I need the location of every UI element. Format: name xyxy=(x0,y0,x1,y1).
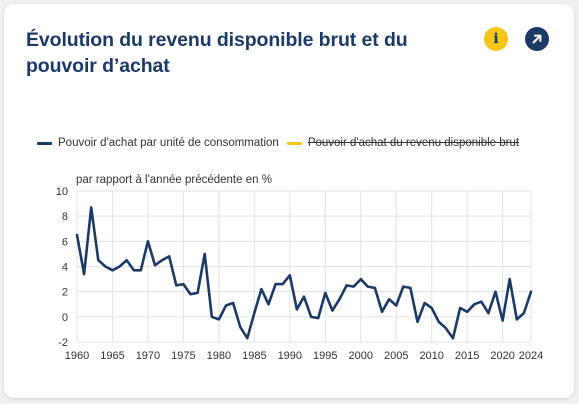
chart-title: Évolution du revenu disponible brut et d… xyxy=(26,29,408,77)
legend-swatch-series-1 xyxy=(37,141,52,145)
x-tick-label: 2024 xyxy=(519,350,543,362)
y-tick-label: 6 xyxy=(62,236,68,248)
y-tick-label: 4 xyxy=(62,262,68,274)
x-tick-label: 2000 xyxy=(349,350,373,362)
line-chart: -2 0 2 4 6 8 10 1960 1965 1970 1975 1980 1985 1990 199… xyxy=(56,186,543,362)
x-tick-label: 1970 xyxy=(136,350,160,362)
x-tick-label: 1990 xyxy=(278,350,302,362)
y-tick-label: 10 xyxy=(56,186,68,198)
x-tick-label: 2010 xyxy=(419,350,443,362)
chart-card: Évolution du revenu disponible brut et d… xyxy=(4,4,574,398)
x-tick-label: 2020 xyxy=(490,350,514,362)
y-tick-label: 2 xyxy=(62,287,68,299)
x-tick-label: 1985 xyxy=(242,350,266,362)
x-tick-label: 2005 xyxy=(384,350,408,362)
x-tick-label: 1980 xyxy=(207,350,231,362)
y-tick-label: 0 xyxy=(62,312,68,324)
y-tick-label: 8 xyxy=(62,211,68,223)
legend-label-series-2: Pouvoir d'achat du revenu disponible bru… xyxy=(307,137,520,149)
x-tick-label: 1995 xyxy=(313,350,337,362)
info-button[interactable]: i xyxy=(484,27,508,51)
expand-button[interactable] xyxy=(525,27,549,51)
chart-legend: Pouvoir d'achat par unité de consommatio… xyxy=(37,137,519,149)
legend-swatch-series-2 xyxy=(286,141,302,145)
legend-label-series-1: Pouvoir d'achat par unité de consommatio… xyxy=(58,137,279,149)
series-line-1 xyxy=(75,206,533,340)
x-tick-label: 1975 xyxy=(171,350,195,362)
x-tick-label: 1965 xyxy=(100,350,124,362)
x-tick-label: 1960 xyxy=(65,350,89,362)
y-tick-label: -2 xyxy=(58,337,68,349)
info-icon: i xyxy=(493,31,499,47)
legend-item-series-2[interactable]: Pouvoir d'achat du revenu disponible bru… xyxy=(286,137,520,149)
legend-item-series-1[interactable]: Pouvoir d'achat par unité de consommatio… xyxy=(37,137,279,149)
chart-subtitle: par rapport à l'année précédente en % xyxy=(76,174,272,186)
x-tick-label: 2015 xyxy=(455,350,479,362)
expand-arrow-icon xyxy=(532,34,542,44)
